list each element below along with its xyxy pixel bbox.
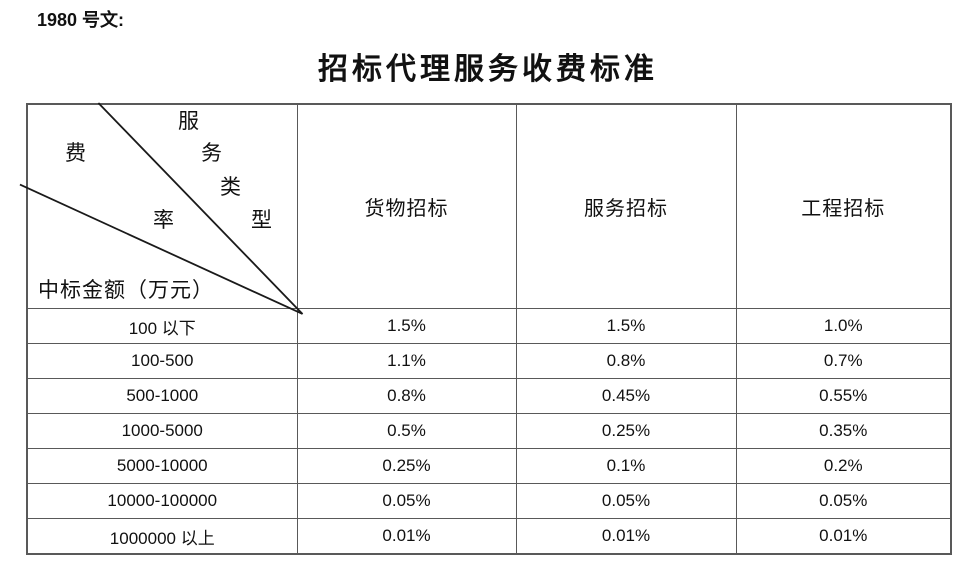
row-label-cell: 1000-5000 — [26, 413, 298, 449]
table-row: 500-1000 0.8% 0.45% 0.55% — [26, 378, 952, 414]
header-row: 服 务 类 型 费 率 中标金额（万元） 货物招标 服务招标 工程招标 — [19, 102, 952, 315]
row-label-cell: 1000000 以上 — [26, 518, 298, 555]
column-header-services: 服务招标 — [515, 103, 737, 309]
table-row: 1000-5000 0.5% 0.25% 0.35% — [26, 413, 952, 449]
fee-value-cell: 0.2% — [735, 448, 952, 484]
corner-top-char: 务 — [201, 141, 222, 165]
doc-reference-label: 1980 号文: — [37, 10, 125, 30]
fee-value-cell: 0.01% — [515, 518, 737, 555]
table-row: 5000-10000 0.25% 0.1% 0.2% — [26, 448, 952, 484]
fee-value-cell: 1.5% — [515, 308, 737, 344]
corner-left-char: 率 — [153, 208, 174, 232]
corner-top-char: 服 — [178, 109, 199, 133]
fee-value-cell: 0.05% — [735, 483, 952, 519]
fee-value-cell: 0.55% — [735, 378, 952, 414]
table-row: 1000000 以上 0.01% 0.01% 0.01% — [26, 518, 952, 555]
corner-bottom-label: 中标金额（万元） — [38, 278, 214, 302]
corner-top-char: 类 — [220, 175, 241, 199]
fee-value-cell: 0.01% — [735, 518, 952, 555]
fee-value-cell: 0.5% — [296, 413, 517, 449]
fee-value-cell: 0.7% — [735, 343, 952, 379]
page-title: 招标代理服务收费标准 — [318, 53, 658, 86]
fee-value-cell: 0.05% — [296, 483, 517, 519]
table-row: 10000-100000 0.05% 0.05% 0.05% — [26, 483, 952, 519]
corner-left-char: 费 — [65, 141, 86, 165]
corner-cell: 服 务 类 型 费 率 中标金额（万元） — [19, 102, 304, 315]
fee-value-cell: 0.05% — [515, 483, 737, 519]
fee-table: 服 务 类 型 费 率 中标金额（万元） 货物招标 服务招标 工程招标 100 … — [19, 102, 952, 555]
row-label-cell: 10000-100000 — [26, 483, 298, 519]
fee-value-cell: 1.0% — [735, 308, 952, 344]
corner-top-char: 型 — [251, 208, 272, 232]
row-label-cell: 100 以下 — [26, 308, 298, 344]
table-row: 100-500 1.1% 0.8% 0.7% — [26, 343, 952, 379]
row-label-cell: 100-500 — [26, 343, 298, 379]
fee-value-cell: 1.5% — [296, 308, 517, 344]
fee-value-cell: 0.1% — [515, 448, 737, 484]
column-header-goods: 货物招标 — [296, 103, 517, 309]
fee-value-cell: 1.1% — [296, 343, 517, 379]
fee-value-cell: 0.8% — [515, 343, 737, 379]
row-label-cell: 5000-10000 — [26, 448, 298, 484]
row-label-cell: 500-1000 — [26, 378, 298, 414]
diagonal-divider-lines — [19, 102, 304, 315]
fee-value-cell: 0.25% — [515, 413, 737, 449]
table-row: 100 以下 1.5% 1.5% 1.0% — [26, 308, 952, 344]
fee-value-cell: 0.8% — [296, 378, 517, 414]
fee-value-cell: 0.25% — [296, 448, 517, 484]
fee-value-cell: 0.45% — [515, 378, 737, 414]
fee-value-cell: 0.01% — [296, 518, 517, 555]
column-header-works: 工程招标 — [735, 103, 952, 309]
fee-value-cell: 0.35% — [735, 413, 952, 449]
